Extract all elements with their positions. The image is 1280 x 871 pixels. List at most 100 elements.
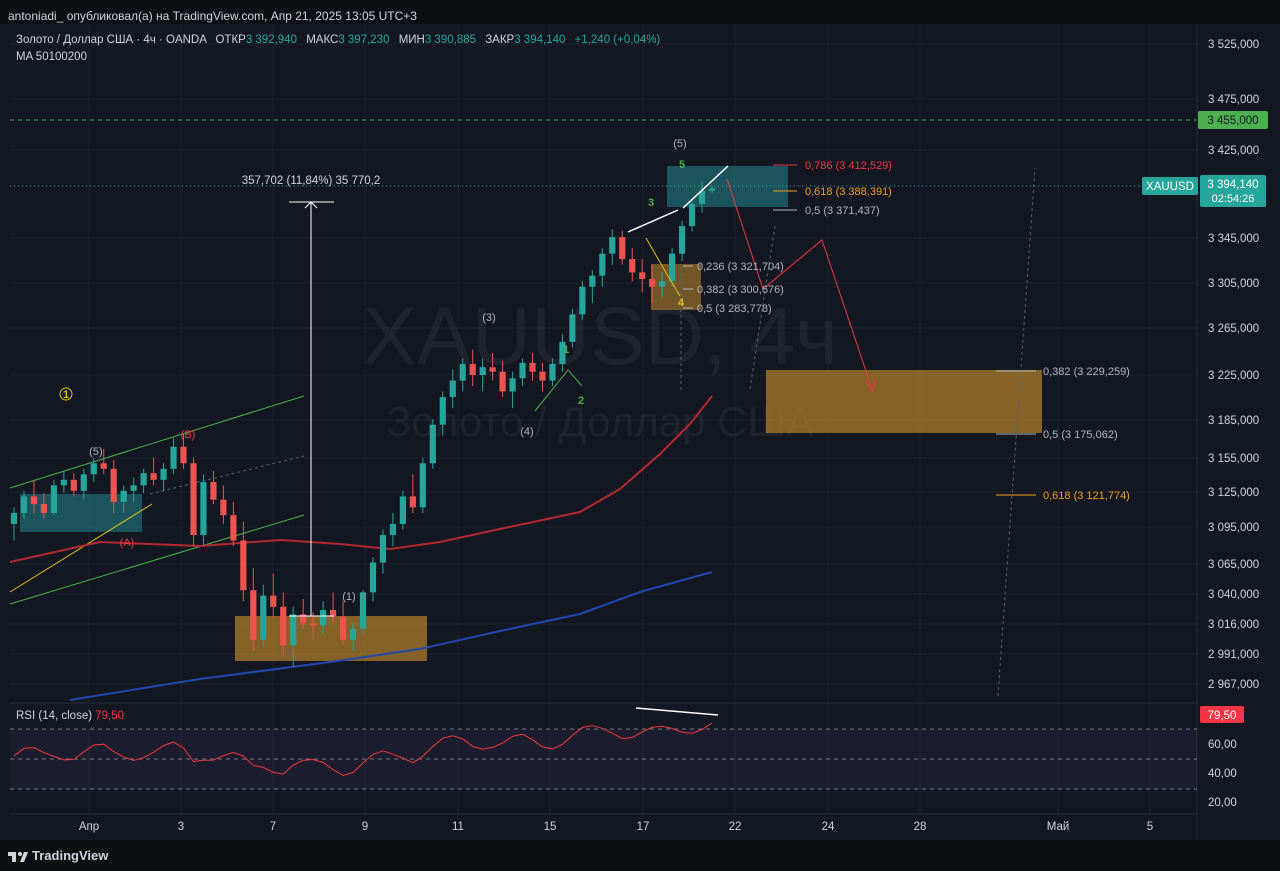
orange-zone-target[interactable]	[766, 370, 1042, 433]
rsi-pane[interactable]: 60,00 40,00 20,00	[10, 722, 1237, 809]
candle-body[interactable]	[240, 540, 247, 591]
candle-body[interactable]	[80, 474, 87, 491]
ma-legend[interactable]: MA 50100200	[16, 51, 87, 63]
candle-body[interactable]	[40, 504, 48, 513]
candle-body[interactable]	[439, 397, 446, 425]
candle-body[interactable]	[140, 473, 147, 486]
candle-body[interactable]	[489, 367, 496, 372]
candle-body[interactable]	[649, 279, 656, 287]
candle-body[interactable]	[529, 362, 536, 372]
chart-svg[interactable]: XAUUSD, 4ч Золото / Доллар США 357,702 (…	[0, 24, 1280, 840]
chart-panel[interactable]: XAUUSD, 4ч Золото / Доллар США 357,702 (…	[0, 24, 1280, 840]
candle-body[interactable]	[349, 628, 357, 640]
tradingview-logo[interactable]: TradingView	[8, 840, 108, 871]
projection-path[interactable]	[726, 178, 873, 390]
candle-body[interactable]	[20, 496, 28, 513]
candle-body[interactable]	[339, 616, 347, 640]
candle-body[interactable]	[160, 468, 167, 480]
candle-body[interactable]	[130, 485, 137, 491]
candle-body[interactable]	[270, 595, 277, 607]
orange-zone-wave4[interactable]	[651, 264, 701, 310]
wave-label: (4)	[520, 426, 533, 438]
rsi-label[interactable]: RSI (14, close)	[16, 710, 93, 722]
ma-label[interactable]: MA 50100200	[16, 51, 87, 63]
candle-body[interactable]	[579, 286, 586, 315]
candle-body[interactable]	[359, 592, 367, 629]
candle-body[interactable]	[459, 363, 466, 381]
channel-upper[interactable]	[9, 395, 305, 489]
teal-zone-top[interactable]	[667, 166, 788, 207]
candle-body[interactable]	[150, 473, 157, 480]
candle-body[interactable]	[60, 479, 67, 486]
candle-body[interactable]	[190, 463, 197, 535]
candle-body[interactable]	[629, 259, 636, 273]
candle-body[interactable]	[698, 190, 706, 204]
candle-body[interactable]	[230, 515, 237, 541]
candle-body[interactable]	[659, 281, 666, 287]
candle-body[interactable]	[100, 463, 107, 469]
candle-body[interactable]	[250, 590, 257, 640]
candle-body[interactable]	[479, 367, 486, 375]
price-tick-label: 3 095,000	[1208, 522, 1259, 534]
time-axis[interactable]: Апр 3 7 9 11 15 17 22 24 28 Май 5	[79, 821, 1153, 833]
candle-body[interactable]	[589, 275, 596, 287]
candle-body[interactable]	[599, 253, 606, 276]
candle-body[interactable]	[409, 496, 416, 508]
candle-body[interactable]	[90, 463, 97, 475]
candle-body[interactable]	[10, 512, 18, 524]
candle-body[interactable]	[290, 614, 297, 646]
dashed-trendline[interactable]	[149, 455, 305, 495]
channel-lower[interactable]	[9, 514, 305, 605]
candle-body[interactable]	[399, 496, 406, 524]
tradingview-icon	[8, 851, 28, 862]
candle-body[interactable]	[110, 468, 117, 502]
candle-body[interactable]	[210, 482, 217, 500]
candle-body[interactable]	[469, 363, 476, 375]
candle-body[interactable]	[320, 610, 327, 626]
candle-body[interactable]	[429, 424, 436, 464]
candle-body[interactable]	[559, 341, 566, 364]
candle-body[interactable]	[688, 203, 696, 227]
yellow-trendline[interactable]	[9, 503, 153, 593]
candle-body[interactable]	[609, 237, 616, 254]
wave-line-3[interactable]	[627, 209, 679, 233]
rsi-divergence-line[interactable]	[635, 707, 719, 716]
candle-body[interactable]	[379, 534, 387, 563]
candle-body[interactable]	[280, 606, 287, 646]
fib-levels[interactable]: 0,786 (3 412,529) 0,618 (3 388,391) 0,5 (3…	[683, 160, 1130, 502]
candle-body[interactable]	[619, 237, 626, 260]
candle-body[interactable]	[678, 226, 686, 254]
candle-body[interactable]	[50, 485, 57, 513]
candle-body[interactable]	[200, 482, 207, 535]
candle-body[interactable]	[120, 490, 127, 502]
rsi-line[interactable]	[13, 722, 713, 777]
candle-body[interactable]	[170, 446, 177, 469]
candle-body[interactable]	[419, 463, 426, 508]
candle-body[interactable]	[369, 562, 377, 593]
wave-line-5[interactable]	[682, 165, 729, 209]
candle-body[interactable]	[30, 496, 38, 505]
ma-50-line[interactable]	[9, 395, 713, 563]
candle-body[interactable]	[509, 378, 516, 392]
candle-body[interactable]	[539, 371, 546, 381]
candle-body[interactable]	[389, 523, 397, 535]
candle-body[interactable]	[220, 499, 227, 516]
candle-body[interactable]	[569, 314, 576, 342]
candle-body[interactable]	[310, 623, 317, 626]
candle-body[interactable]	[669, 253, 676, 282]
ma-200-line[interactable]	[69, 571, 713, 701]
candle-body[interactable]	[449, 380, 456, 398]
rsi-legend[interactable]: RSI (14, close) 79,50	[16, 710, 124, 722]
candle-body[interactable]	[329, 610, 337, 617]
candle-body[interactable]	[70, 479, 77, 491]
candles[interactable]	[10, 181, 716, 668]
candle-body[interactable]	[639, 272, 646, 280]
candle-body[interactable]	[499, 371, 506, 392]
candle-body[interactable]	[260, 595, 267, 640]
candle-body[interactable]	[549, 363, 556, 381]
candle-body[interactable]	[708, 188, 716, 191]
candle-body[interactable]	[300, 614, 307, 624]
candle-body[interactable]	[519, 362, 526, 379]
candle-body[interactable]	[180, 446, 187, 464]
